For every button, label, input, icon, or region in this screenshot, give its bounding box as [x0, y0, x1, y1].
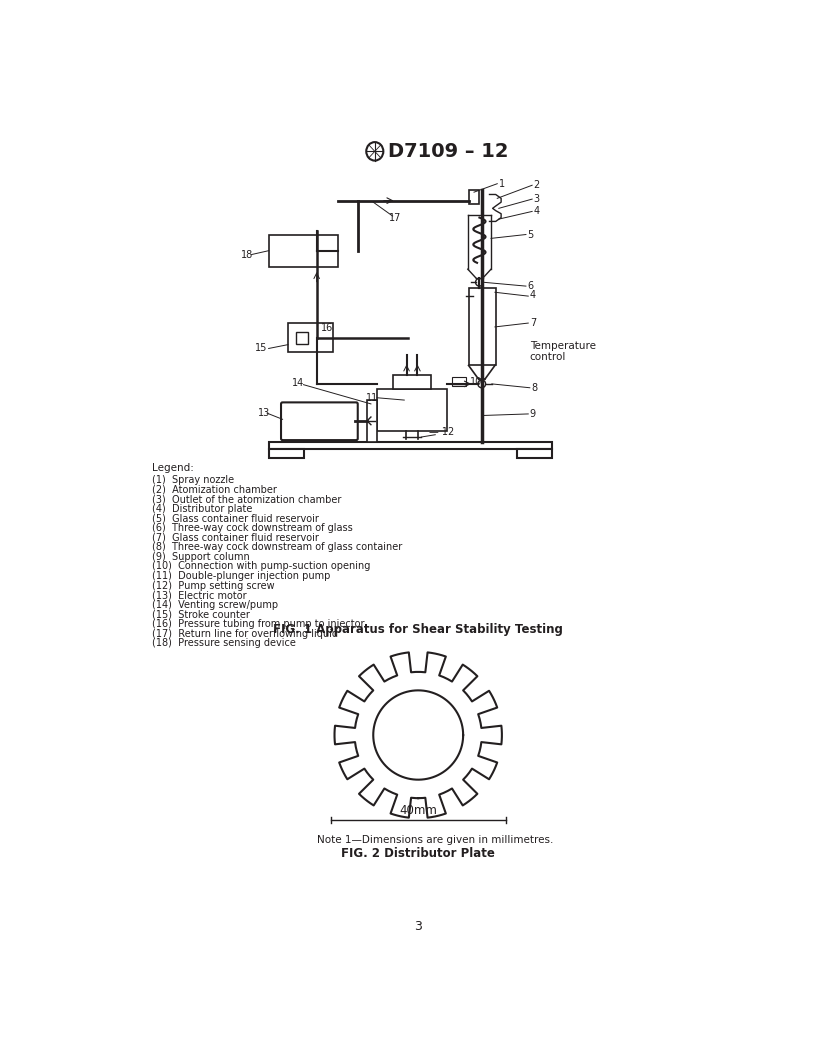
- Text: (3)  Outlet of the atomization chamber: (3) Outlet of the atomization chamber: [153, 494, 342, 504]
- Text: FIG. 1 Apparatus for Shear Stability Testing: FIG. 1 Apparatus for Shear Stability Tes…: [273, 623, 563, 637]
- Text: 6: 6: [527, 281, 534, 291]
- Text: (11)  Double-plunger injection pump: (11) Double-plunger injection pump: [153, 571, 330, 581]
- Text: (15)  Stroke counter: (15) Stroke counter: [153, 609, 251, 620]
- Text: (5)  Glass container fluid reservoir: (5) Glass container fluid reservoir: [153, 513, 319, 524]
- Text: 16: 16: [321, 323, 333, 334]
- Text: 8: 8: [531, 382, 538, 393]
- Bar: [295, 332, 308, 344]
- Text: Temperature
control: Temperature control: [530, 341, 596, 362]
- Text: 3: 3: [534, 194, 540, 204]
- Bar: [392, 375, 432, 389]
- Text: 14: 14: [292, 378, 304, 389]
- Text: Note 1—Dimensions are given in millimetres.: Note 1—Dimensions are given in millimetr…: [317, 835, 554, 845]
- Bar: [288, 323, 333, 353]
- Text: 18: 18: [241, 249, 253, 260]
- Text: 5: 5: [527, 229, 534, 240]
- Text: 9: 9: [530, 409, 536, 419]
- Text: 10: 10: [470, 377, 482, 386]
- Bar: [268, 442, 552, 449]
- Text: 3: 3: [415, 920, 422, 932]
- Text: 1: 1: [499, 178, 505, 189]
- Bar: [468, 288, 495, 365]
- Text: (17)  Return line for overflowing liquid: (17) Return line for overflowing liquid: [153, 628, 339, 639]
- Text: — 12: — 12: [429, 428, 455, 437]
- Text: 40mm: 40mm: [399, 804, 437, 816]
- Text: (10)  Connection with pump-suction opening: (10) Connection with pump-suction openin…: [153, 562, 370, 571]
- Text: 4: 4: [530, 289, 536, 300]
- Text: (1)  Spray nozzle: (1) Spray nozzle: [153, 475, 234, 485]
- Bar: [468, 190, 480, 204]
- Text: 13: 13: [258, 409, 270, 418]
- FancyBboxPatch shape: [452, 377, 466, 386]
- Text: (2)  Atomization chamber: (2) Atomization chamber: [153, 485, 277, 494]
- Text: (8)  Three-way cock downstream of glass container: (8) Three-way cock downstream of glass c…: [153, 542, 402, 552]
- Bar: [268, 234, 339, 267]
- Text: (12)  Pump setting screw: (12) Pump setting screw: [153, 581, 275, 590]
- Text: Legend:: Legend:: [153, 464, 194, 473]
- Text: 11: 11: [366, 393, 378, 402]
- Text: 4: 4: [534, 206, 540, 216]
- Text: 15: 15: [255, 343, 268, 354]
- Bar: [377, 389, 447, 431]
- Bar: [268, 449, 304, 458]
- Text: (14)  Venting screw/pump: (14) Venting screw/pump: [153, 600, 278, 610]
- Text: (18)  Pressure sensing device: (18) Pressure sensing device: [153, 639, 296, 648]
- Text: 7: 7: [530, 318, 536, 328]
- Text: 17: 17: [388, 212, 401, 223]
- Text: (7)  Glass container fluid reservoir: (7) Glass container fluid reservoir: [153, 532, 319, 543]
- Text: D7109 – 12: D7109 – 12: [388, 142, 508, 161]
- Text: (6)  Three-way cock downstream of glass: (6) Three-way cock downstream of glass: [153, 523, 353, 533]
- Bar: [367, 400, 377, 442]
- Text: (4)  Distributor plate: (4) Distributor plate: [153, 504, 253, 513]
- Text: (16)  Pressure tubing from pump to injector: (16) Pressure tubing from pump to inject…: [153, 619, 365, 629]
- Bar: [517, 449, 552, 458]
- Text: 2: 2: [534, 181, 540, 190]
- Text: (13)  Electric motor: (13) Electric motor: [153, 590, 247, 600]
- FancyBboxPatch shape: [281, 402, 357, 440]
- Text: FIG. 2 Distributor Plate: FIG. 2 Distributor Plate: [341, 847, 495, 860]
- Text: (9)  Support column: (9) Support column: [153, 551, 251, 562]
